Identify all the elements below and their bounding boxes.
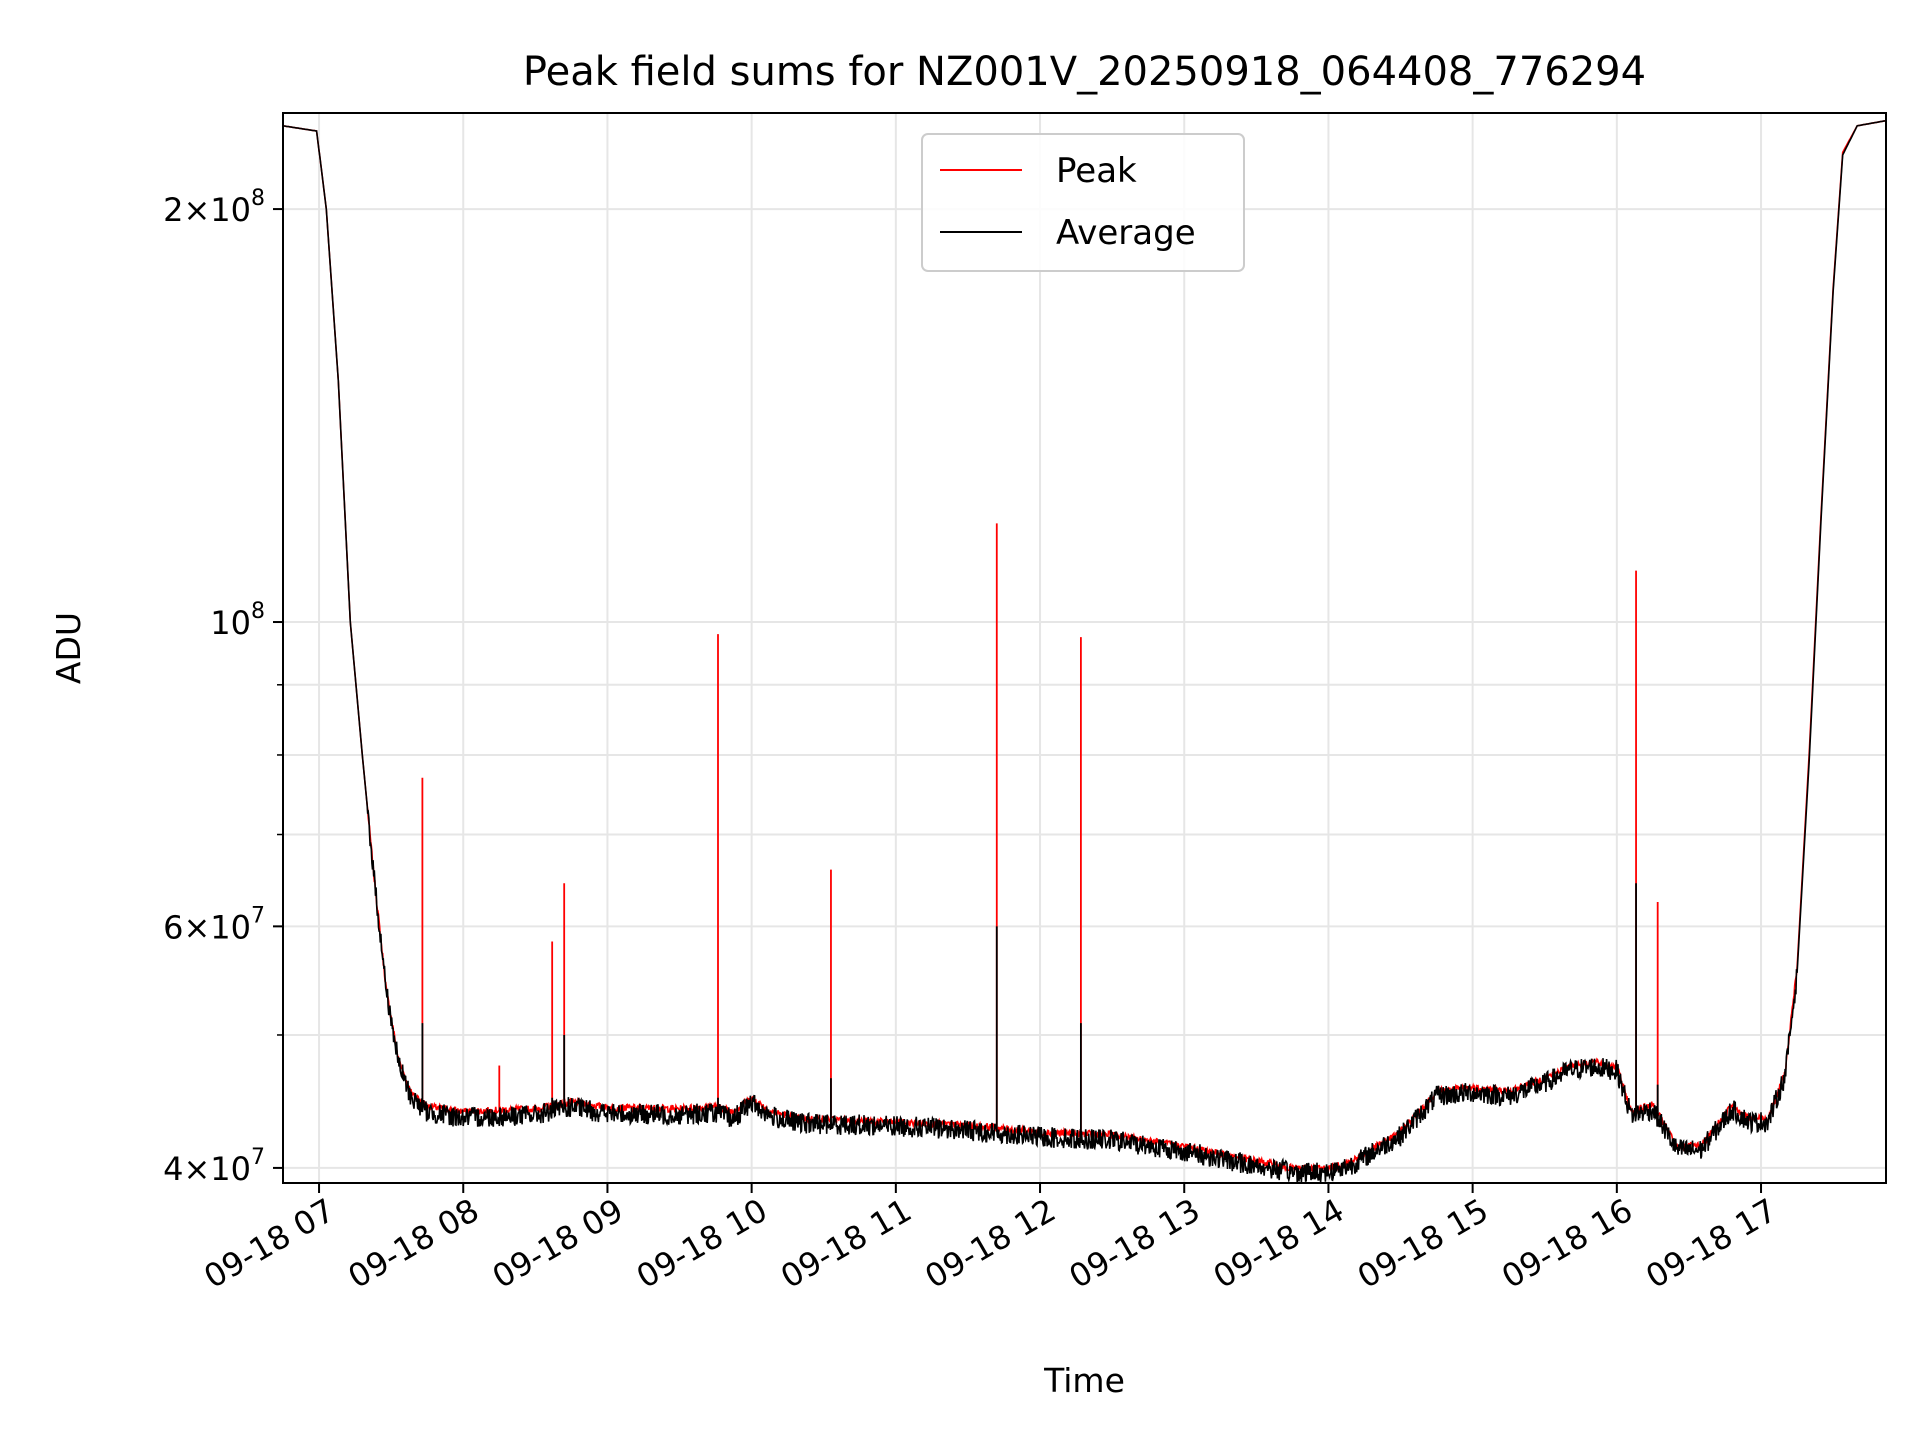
x-tick-label: 09-18 11 (774, 1191, 918, 1296)
legend-label-average: Average (1056, 213, 1196, 253)
y-tick-mantissa: 6 (163, 908, 183, 946)
y-tick-label: 108 (210, 599, 265, 642)
x-tick-label: 09-18 16 (1495, 1191, 1639, 1296)
x-axis-title: Time (1043, 1361, 1125, 1400)
y-tick-exponent: 8 (251, 599, 265, 624)
x-tick-label: 09-18 15 (1351, 1191, 1495, 1296)
y-tick-base: 10 (210, 1150, 251, 1188)
y-tick-times: × (183, 1150, 210, 1188)
x-tick-label: 09-18 14 (1207, 1191, 1351, 1296)
y-tick-exponent: 8 (251, 186, 265, 211)
chart-title: Peak field sums for NZ001V_20250918_0644… (523, 49, 1646, 95)
x-tick-label: 09-18 09 (486, 1191, 630, 1296)
y-tick-base: 10 (210, 191, 251, 229)
series-line-peak (282, 119, 1887, 1175)
y-tick-times: × (183, 908, 210, 946)
y-tick-mantissa: 2 (163, 191, 183, 229)
grid (283, 113, 1886, 1183)
legend-box (921, 133, 1245, 272)
y-tick-times: × (183, 191, 210, 229)
x-axis: 09-18 07 09-18 08 09-18 09 09-18 10 09-18 11… (197, 1183, 1783, 1296)
x-tick-label: 09-18 17 (1639, 1191, 1783, 1296)
series-average (282, 119, 1887, 1184)
series-peak (282, 119, 1887, 1175)
y-tick-base: 10 (210, 908, 251, 946)
series-layer (282, 119, 1887, 1184)
y-tick-label: 2×108 (163, 186, 265, 229)
x-tick-label: 09-18 07 (197, 1191, 341, 1296)
x-tick-label: 09-18 13 (1063, 1191, 1207, 1296)
series-line-average (282, 119, 1887, 1184)
y-tick-exponent: 7 (251, 903, 265, 928)
x-tick-label: 09-18 12 (918, 1191, 1062, 1296)
y-tick-label: 6×107 (163, 903, 265, 946)
y-tick-base: 10 (210, 604, 251, 642)
y-tick-exponent: 7 (251, 1145, 265, 1170)
y-tick-mantissa: 4 (163, 1150, 183, 1188)
x-tick-label: 09-18 10 (630, 1191, 774, 1296)
plot-frame (282, 112, 1887, 1184)
y-axis-title: ADU (49, 612, 88, 684)
y-tick-label: 4×107 (163, 1145, 265, 1188)
legend-label-peak: Peak (1056, 151, 1137, 191)
legend: Peak Average (921, 133, 1245, 272)
x-tick-label: 09-18 08 (342, 1191, 486, 1296)
